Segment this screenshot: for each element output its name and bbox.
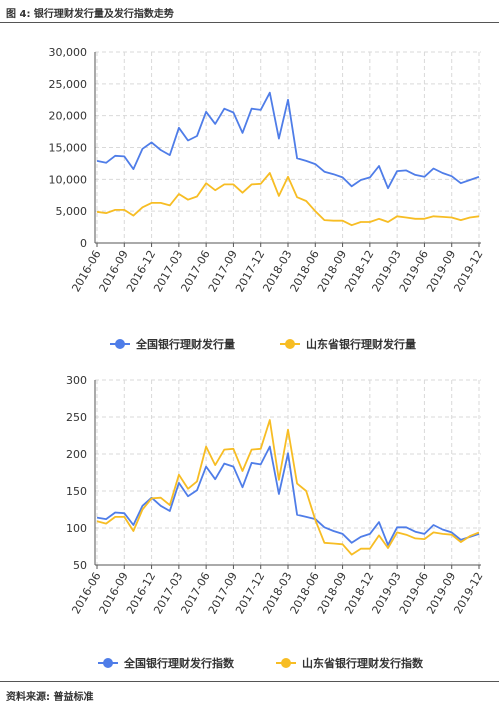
- top-rule: [0, 22, 499, 23]
- y-tick-label: 5,000: [56, 205, 88, 218]
- bottom-rule: [0, 681, 499, 682]
- legend-item-2[interactable]: 山东省银行理财发行指数: [276, 656, 424, 670]
- y-tick-label: 100: [66, 522, 87, 535]
- y-tick-label: 15,000: [49, 142, 88, 155]
- legend-item-2[interactable]: 山东省银行理财发行量: [280, 337, 416, 351]
- y-tick-label: 25,000: [49, 78, 88, 91]
- y-tick-label: 20,000: [49, 110, 88, 123]
- legend-marker-icon: [281, 658, 291, 668]
- legend-marker-icon: [285, 339, 295, 349]
- legend-marker-icon: [115, 339, 125, 349]
- chart-1: 05,00010,00015,00020,00025,00030,0002016…: [49, 46, 486, 351]
- legend-marker-icon: [103, 658, 113, 668]
- y-tick-label: 50: [73, 559, 87, 572]
- legend-label: 全国银行理财发行指数: [123, 656, 235, 670]
- legend-label: 全国银行理财发行量: [135, 337, 235, 351]
- legend-item-1[interactable]: 全国银行理财发行指数: [98, 656, 235, 670]
- legend-label: 山东省银行理财发行量: [306, 337, 416, 351]
- y-tick-label: 10,000: [49, 173, 88, 186]
- series-line-2: [96, 419, 480, 556]
- y-tick-label: 300: [66, 374, 87, 387]
- series-line-2: [96, 172, 480, 227]
- y-tick-label: 30,000: [49, 46, 88, 59]
- y-tick-label: 150: [66, 485, 87, 498]
- y-tick-label: 250: [66, 411, 87, 424]
- series-line-1: [96, 91, 480, 190]
- source-line: 资料来源: 普益标准: [6, 692, 94, 703]
- y-tick-label: 200: [66, 448, 87, 461]
- series-line-1: [96, 445, 480, 546]
- chart-2: 501001502002503002016-062016-092016-1220…: [66, 374, 486, 670]
- legend-label: 山东省银行理财发行指数: [302, 656, 424, 670]
- y-tick-label: 0: [80, 237, 87, 250]
- legend-item-1[interactable]: 全国银行理财发行量: [110, 337, 235, 351]
- figure-title: 图 4: 银行理财发行量及发行指数走势: [6, 9, 174, 20]
